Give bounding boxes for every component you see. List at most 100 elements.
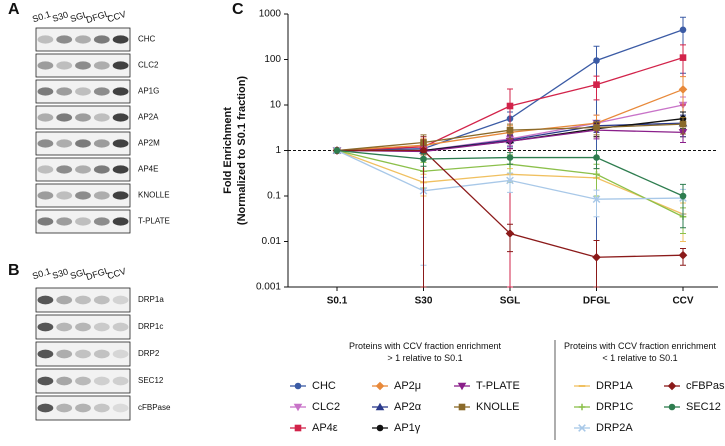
- protein-label: CLC2: [138, 61, 159, 70]
- marker: [578, 424, 586, 432]
- marker: [593, 154, 600, 161]
- marker: [679, 120, 687, 128]
- blot-band: [56, 113, 73, 122]
- blot-band: [56, 191, 73, 200]
- marker-shape: [506, 154, 514, 161]
- legend-label: AP2α: [394, 401, 422, 413]
- blot-band: [93, 217, 110, 226]
- y-tick-label: 1000: [259, 9, 282, 20]
- protein-label: DRP1c: [138, 322, 163, 331]
- x-tick-label: CCV: [672, 296, 693, 307]
- blot-band: [37, 191, 54, 200]
- marker: [457, 382, 467, 391]
- x-tick-label: S30: [415, 296, 433, 307]
- blot-band: [37, 349, 54, 359]
- blot-band: [93, 139, 110, 148]
- marker-shape: [593, 154, 600, 161]
- marker: [376, 424, 384, 432]
- error-bar: [507, 172, 513, 193]
- marker: [668, 403, 676, 411]
- blot-band: [37, 295, 54, 305]
- protein-label: DRP2: [138, 349, 160, 358]
- legend-label: cFBPase: [686, 380, 725, 392]
- marker: [506, 154, 514, 161]
- marker-shape: [592, 195, 601, 204]
- blot-band: [112, 217, 129, 226]
- blot-band: [75, 61, 91, 70]
- marker: [375, 402, 385, 411]
- x-tick-label: DFGL: [583, 296, 610, 307]
- blot-band: [56, 217, 73, 226]
- x-tick-label: S0.1: [327, 296, 348, 307]
- blot-band: [75, 403, 91, 413]
- x-tick-label: SGL: [500, 296, 521, 307]
- legend-label: DRP2A: [596, 422, 633, 434]
- marker-shape: [668, 403, 676, 411]
- marker: [593, 124, 600, 131]
- lane-label: S0.1: [31, 266, 52, 281]
- blot-band: [112, 61, 129, 70]
- blot-band: [37, 139, 54, 148]
- protein-label: DRP1a: [138, 295, 164, 304]
- blot-band: [93, 295, 110, 305]
- protein-label: cFBPase: [138, 403, 171, 412]
- blot-band: [75, 35, 91, 44]
- marker-shape: [506, 176, 514, 185]
- marker-shape: [578, 385, 586, 387]
- blot-band: [37, 35, 54, 44]
- panel-label: B: [8, 262, 20, 279]
- blot-band: [112, 191, 129, 200]
- marker-shape: [678, 250, 688, 260]
- legend-label: AP2μ: [394, 380, 421, 392]
- marker-shape: [420, 155, 427, 163]
- protein-label: T-PLATE: [138, 217, 170, 226]
- marker-shape: [375, 381, 385, 391]
- error-bar: [593, 75, 600, 101]
- blot-band: [75, 191, 91, 200]
- error-bar: [680, 183, 686, 229]
- legend-label: CHC: [312, 380, 336, 392]
- blot-band: [75, 322, 91, 332]
- marker-shape: [593, 170, 600, 178]
- protein-label: AP1G: [138, 87, 159, 96]
- marker: [578, 385, 586, 387]
- blot-band: [112, 113, 129, 122]
- legend-label: CLC2: [312, 401, 340, 413]
- marker-shape: [679, 26, 687, 34]
- lane-label: CCV: [106, 9, 127, 24]
- lane-label: S30: [51, 266, 69, 280]
- legend-label: SEC12: [686, 401, 721, 413]
- legend-label: DRP1C: [596, 401, 633, 413]
- marker-shape: [294, 382, 302, 390]
- blot-band: [93, 113, 110, 122]
- protein-label: CHC: [138, 35, 156, 44]
- y-tick-label: 1: [275, 145, 281, 156]
- marker-shape: [333, 147, 341, 154]
- marker: [419, 146, 428, 155]
- marker: [592, 252, 601, 262]
- marker: [679, 26, 687, 34]
- blot-band: [112, 322, 129, 332]
- legend-title: Proteins with CCV fraction enrichment < …: [563, 341, 717, 363]
- marker-shape: [593, 81, 600, 88]
- marker: [506, 176, 514, 185]
- marker-shape: [375, 402, 385, 411]
- lane-label: S30: [51, 9, 69, 23]
- blot-strip: [35, 79, 131, 104]
- blot-band: [56, 403, 73, 413]
- marker: [678, 250, 688, 260]
- marker: [593, 170, 600, 178]
- blot-band: [75, 217, 91, 226]
- blot-band: [93, 191, 110, 200]
- blot-band: [75, 113, 91, 122]
- blot-band: [56, 61, 73, 70]
- blot-band: [112, 295, 129, 305]
- marker-shape: [593, 57, 600, 64]
- blot-band: [37, 217, 54, 226]
- blot-band: [37, 87, 54, 96]
- blot-band: [112, 376, 129, 386]
- blot-band: [56, 35, 73, 44]
- error-bar: [593, 189, 600, 218]
